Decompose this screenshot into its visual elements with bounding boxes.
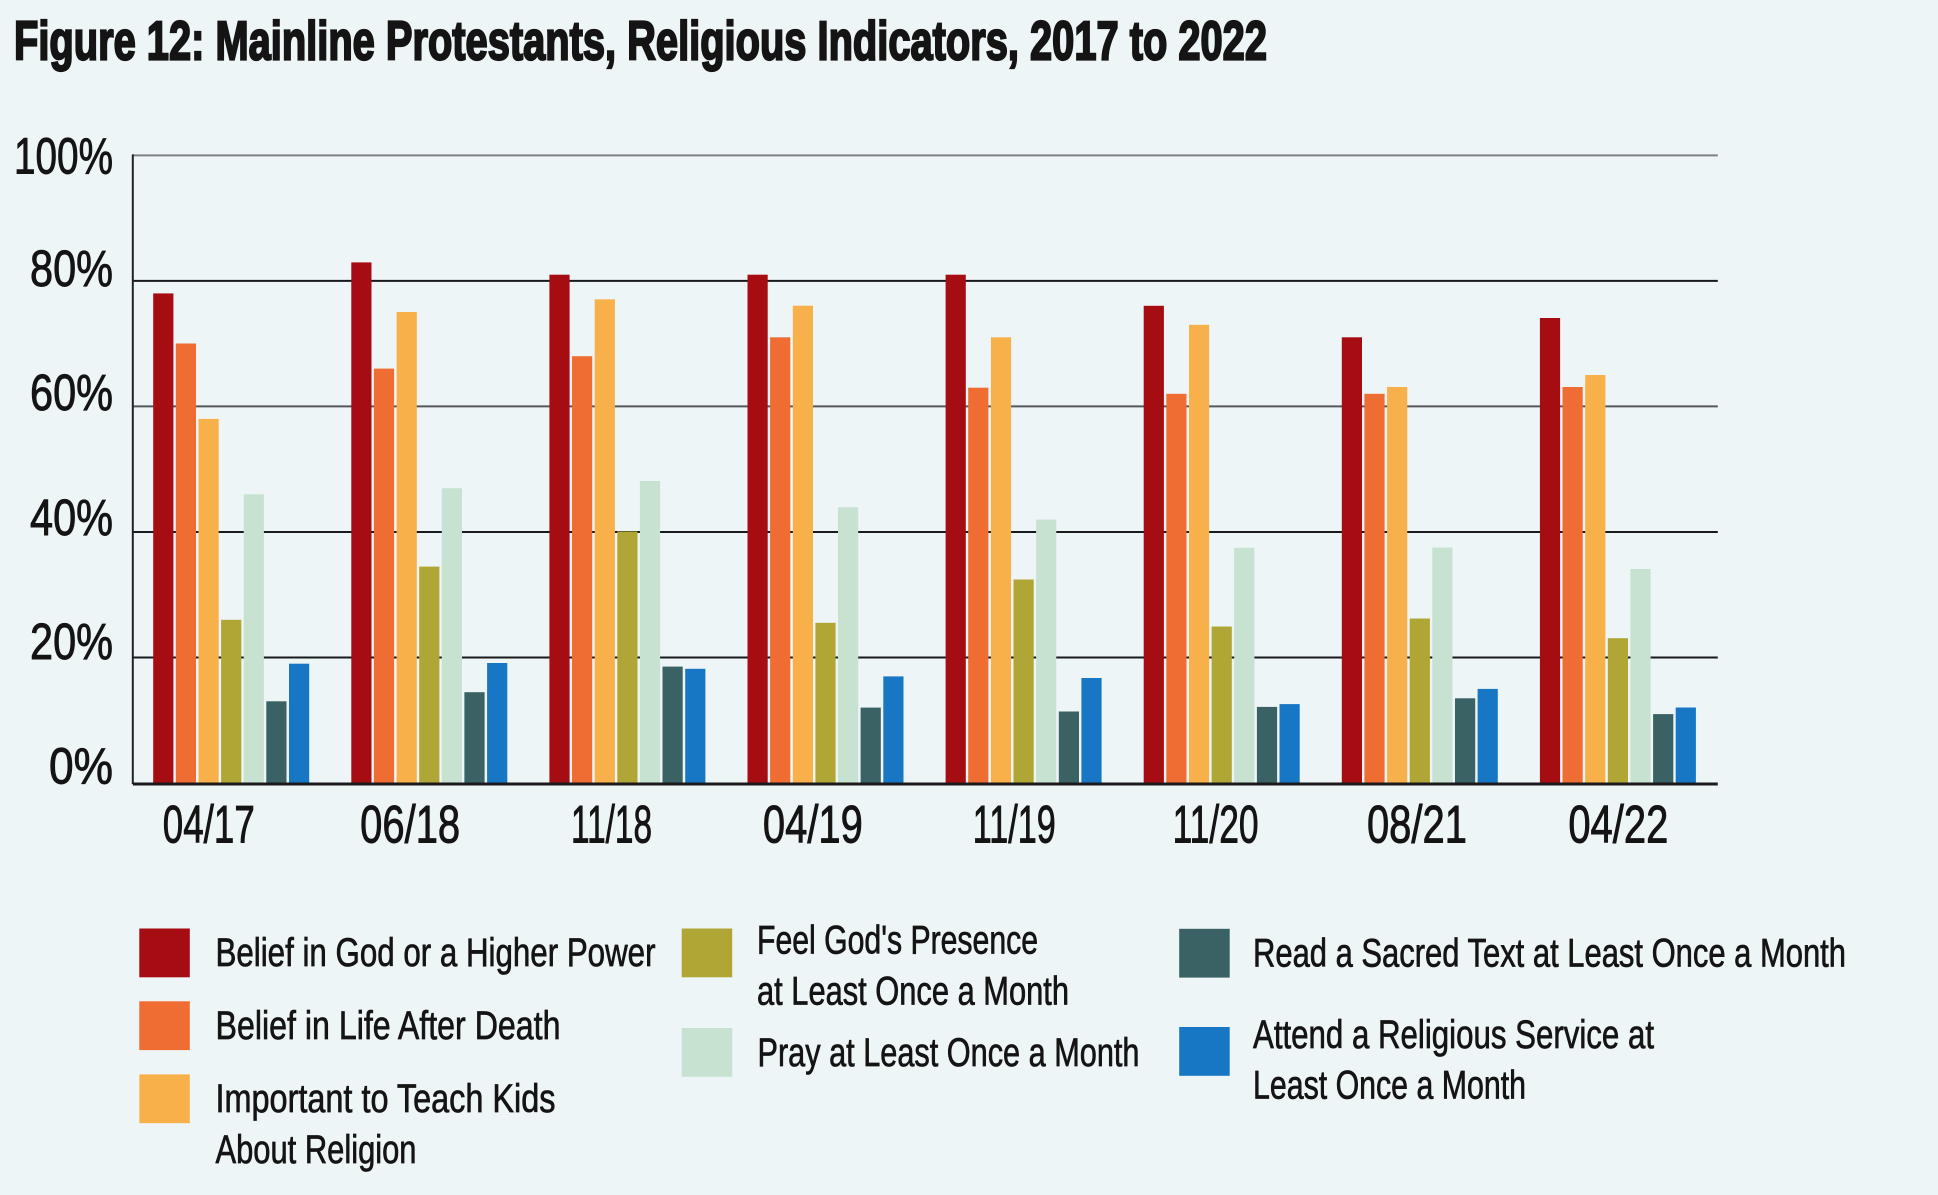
svg-text:60%: 60%	[30, 364, 113, 421]
svg-text:08/21: 08/21	[1367, 796, 1467, 855]
svg-text:Least Once a Month: Least Once a Month	[1253, 1064, 1526, 1108]
svg-text:80%: 80%	[30, 240, 113, 297]
svg-text:11/19: 11/19	[973, 796, 1056, 855]
svg-text:04/19: 04/19	[763, 796, 863, 855]
svg-text:Important to Teach Kids: Important to Teach Kids	[216, 1077, 556, 1121]
svg-text:Belief in Life After Death: Belief in Life After Death	[216, 1004, 561, 1048]
svg-text:20%: 20%	[30, 613, 113, 670]
svg-text:11/18: 11/18	[571, 796, 652, 855]
svg-text:04/22: 04/22	[1568, 796, 1668, 855]
svg-text:at Least Once a Month: at Least Once a Month	[757, 970, 1069, 1014]
svg-text:Attend a Religious Service at: Attend a Religious Service at	[1253, 1013, 1654, 1057]
svg-text:Read a Sacred Text at Least On: Read a Sacred Text at Least Once a Month	[1253, 932, 1846, 976]
svg-text:40%: 40%	[30, 489, 113, 546]
svg-text:About Religion: About Religion	[216, 1128, 417, 1172]
svg-text:Pray at Least Once a Month: Pray at Least Once a Month	[758, 1031, 1140, 1075]
svg-text:Feel God's Presence: Feel God's Presence	[757, 919, 1038, 963]
svg-text:Figure 12: Mainline Protestant: Figure 12: Mainline Protestants, Religio…	[14, 10, 1267, 72]
svg-text:06/18: 06/18	[360, 796, 460, 855]
svg-text:04/17: 04/17	[163, 796, 255, 855]
svg-text:11/20: 11/20	[1173, 796, 1259, 855]
svg-text:Belief in God or a Higher Powe: Belief in God or a Higher Power	[216, 931, 656, 975]
svg-text:0%: 0%	[49, 738, 113, 795]
svg-text:100%: 100%	[14, 128, 113, 185]
